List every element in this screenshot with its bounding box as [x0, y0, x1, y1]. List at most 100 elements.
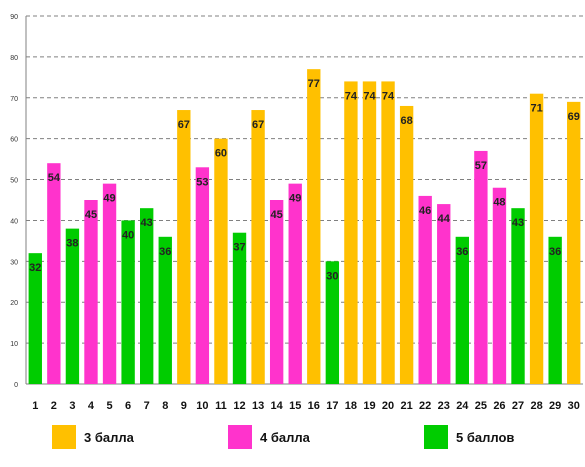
x-tick-label: 2: [51, 400, 57, 412]
bar-value-label: 74: [345, 90, 358, 102]
x-tick-label: 25: [475, 400, 487, 412]
bar: [362, 81, 377, 384]
x-tick-label: 26: [493, 400, 505, 412]
bar: [529, 93, 544, 384]
bar-value-label: 40: [122, 229, 134, 241]
x-tick-label: 5: [106, 400, 112, 412]
x-tick-label: 30: [568, 400, 580, 412]
x-tick-label: 21: [400, 400, 412, 412]
bar: [84, 200, 98, 384]
bar-value-label: 69: [568, 111, 580, 123]
bar-value-label: 49: [289, 193, 301, 205]
bar-value-label: 43: [141, 217, 153, 229]
y-tick-label: 60: [10, 137, 18, 144]
x-tick-label: 17: [326, 400, 338, 412]
bar-value-label: 67: [252, 119, 264, 131]
bar: [65, 228, 80, 384]
bar: [325, 261, 340, 384]
bar-value-label: 43: [512, 217, 524, 229]
x-tick-label: 27: [512, 400, 524, 412]
x-tick-label: 6: [125, 400, 131, 412]
legend-label-4: 4 балла: [260, 429, 310, 445]
bar: [47, 163, 61, 384]
legend-item-3: 3 балла: [52, 425, 134, 449]
y-tick-label: 20: [10, 300, 18, 307]
bar-value-label: 68: [400, 115, 412, 127]
bar: [399, 105, 414, 384]
bar: [567, 101, 581, 384]
bar: [251, 110, 265, 385]
y-tick-label: 90: [10, 14, 18, 21]
x-tick-label: 24: [456, 400, 469, 412]
bar-value-label: 37: [233, 242, 245, 254]
bar: [214, 138, 228, 384]
bar-value-label: 46: [419, 205, 431, 217]
x-tick-label: 14: [271, 400, 284, 412]
x-tick-label: 29: [549, 400, 561, 412]
x-tick-label: 18: [345, 400, 357, 412]
bar: [139, 208, 154, 384]
bar: [511, 208, 525, 384]
bar-value-label: 44: [438, 213, 451, 225]
bar: [121, 220, 135, 384]
bar: [158, 236, 172, 384]
x-tick-label: 11: [215, 400, 227, 412]
y-tick-label: 40: [10, 218, 18, 225]
legend-swatch-4: [228, 425, 252, 449]
legend-label-3: 3 балла: [84, 429, 134, 445]
bar: [381, 81, 395, 384]
bar-value-label: 45: [271, 209, 283, 221]
y-tick-label: 50: [10, 178, 18, 185]
bar-value-label: 36: [456, 246, 468, 258]
bar: [269, 200, 284, 384]
x-tick-label: 23: [438, 400, 450, 412]
legend-label-5: 5 баллов: [456, 429, 515, 445]
x-tick-label: 4: [88, 400, 95, 412]
bar: [418, 195, 432, 384]
bar-value-label: 48: [493, 197, 505, 209]
bar-value-label: 60: [215, 148, 227, 160]
x-tick-label: 20: [382, 400, 394, 412]
x-tick-label: 16: [308, 400, 320, 412]
bar: [548, 236, 562, 384]
bar: [232, 232, 247, 384]
bar-value-label: 53: [196, 176, 208, 188]
x-tick-label: 3: [69, 400, 75, 412]
x-tick-label: 15: [289, 400, 301, 412]
bar: [102, 183, 117, 384]
legend-swatch-3: [52, 425, 76, 449]
bar-value-label: 54: [48, 172, 61, 184]
y-tick-label: 30: [10, 259, 18, 266]
x-tick-label: 28: [530, 400, 542, 412]
bar-value-label: 57: [475, 160, 487, 172]
bar-value-label: 77: [308, 78, 320, 90]
bar: [437, 204, 451, 384]
bar: [344, 81, 358, 384]
x-tick-label: 9: [181, 400, 187, 412]
bar-value-label: 45: [85, 209, 97, 221]
y-tick-label: 80: [10, 55, 18, 62]
bar: [492, 187, 507, 384]
x-tick-label: 22: [419, 400, 431, 412]
x-tick-label: 7: [144, 400, 150, 412]
bar: [455, 236, 470, 384]
x-tick-label: 19: [363, 400, 375, 412]
x-tick-label: 13: [252, 400, 264, 412]
bar-value-label: 38: [66, 238, 78, 250]
bar-value-label: 49: [103, 193, 115, 205]
x-tick-label: 1: [32, 400, 38, 412]
y-tick-label: 0: [14, 382, 18, 389]
legend-item-4: 4 балла: [228, 425, 310, 449]
bar-value-label: 36: [549, 246, 561, 258]
y-tick-label: 10: [10, 341, 18, 348]
bar-value-label: 67: [178, 119, 190, 131]
bar-value-label: 36: [159, 246, 171, 258]
bar-value-label: 32: [29, 262, 41, 274]
legend-item-5: 5 баллов: [424, 425, 514, 449]
bar: [28, 253, 42, 384]
bar: [307, 69, 321, 385]
bar-value-label: 74: [382, 90, 395, 102]
legend-swatch-5: [424, 425, 448, 449]
